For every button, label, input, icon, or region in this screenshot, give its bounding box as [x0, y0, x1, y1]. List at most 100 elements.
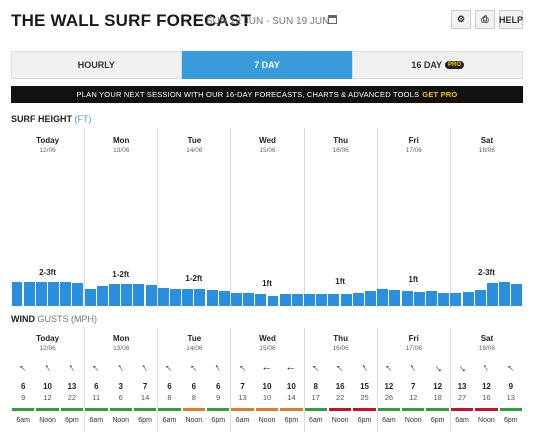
wind-day-column: Wed 15/06	[230, 328, 303, 432]
wind-arrow-icon: ↑	[284, 365, 297, 372]
tab-hourly[interactable]: HOURLY	[11, 51, 182, 79]
day-name: Wed	[259, 334, 276, 343]
day-date: 15/06	[259, 147, 276, 154]
wind-speed: 7	[142, 382, 148, 391]
surf-bar	[72, 282, 84, 306]
wind-speed: 12	[384, 382, 394, 391]
time-label: Noon	[112, 417, 130, 424]
wind-speed: 9	[508, 382, 514, 391]
wind-rating-bar	[231, 408, 254, 411]
wind-speed: 15	[360, 382, 369, 391]
time-label: Noon	[331, 417, 349, 424]
surf-day-column: Sat 18/06	[449, 128, 523, 308]
settings-button[interactable]: ⚙	[451, 10, 471, 29]
day-name: Mon	[112, 136, 130, 145]
surf-bar	[462, 292, 474, 306]
time-label: Noon	[39, 417, 56, 424]
wind-rating-bar	[12, 408, 35, 411]
wind-day-column: Fri 17/06	[376, 328, 450, 432]
wind-gust: 17	[311, 393, 320, 402]
wind-rating-bar	[36, 408, 59, 411]
day-date: 16/06	[332, 147, 349, 154]
print-button[interactable]: ⎙	[475, 10, 495, 29]
wind-rating-bar	[109, 408, 132, 411]
day-name: Fri	[408, 334, 419, 343]
wind-arrow-icon: ↑	[260, 365, 273, 372]
time-label: 6am	[16, 417, 30, 424]
wind-speed: 12	[481, 382, 491, 391]
day-date: 12/06	[39, 345, 56, 352]
wind-gust: 8	[167, 393, 172, 402]
wind-rating-bar	[475, 408, 498, 411]
surf-bar	[316, 294, 328, 306]
wave-height-label: 2-3ft	[477, 267, 495, 277]
wind-speed: 6	[191, 382, 197, 391]
get-pro-link[interactable]: GET PRO	[422, 90, 458, 99]
day-date: 12/06	[39, 147, 56, 154]
wind-rating-bar	[182, 408, 206, 411]
time-label: 6am	[89, 417, 104, 424]
surf-day-column: Today 12/06	[11, 128, 84, 308]
wind-title: WIND	[11, 314, 35, 324]
surf-bar	[474, 290, 486, 306]
time-label: 6pm	[357, 417, 372, 424]
surf-height-title: SURF HEIGHT	[11, 114, 73, 124]
banner-text: PLAN YOUR NEXT SESSION WITH OUR 16-DAY F…	[76, 90, 420, 99]
surf-day-column: Thu 16/06	[303, 128, 377, 308]
wind-speed: 6	[94, 382, 99, 391]
time-label: Noon	[478, 417, 495, 424]
surf-bar	[194, 289, 206, 306]
date-range: SUN 12 JUN - SUN 19 JUN	[206, 16, 330, 27]
surf-bar	[340, 294, 352, 306]
wind-gust: 10	[262, 393, 272, 402]
wind-rating-bar	[60, 408, 84, 411]
wind-rating-bar	[207, 408, 230, 411]
pro-banner[interactable]: PLAN YOUR NEXT SESSION WITH OUR 16-DAY F…	[11, 86, 523, 103]
surf-bar	[401, 291, 413, 306]
wind-rating-bar	[450, 408, 474, 411]
wave-height-label: 2-3ft	[39, 267, 56, 277]
wind-gust: 9	[216, 393, 221, 402]
wind-gust: 12	[409, 393, 418, 402]
time-label: 6pm	[138, 417, 152, 424]
day-date: 15/06	[259, 345, 276, 352]
surf-bar	[511, 283, 523, 306]
time-label: 6am	[308, 417, 323, 424]
wind-rating-bar	[328, 408, 352, 411]
wind-rating-bar	[158, 408, 181, 411]
wind-speed: 13	[457, 382, 467, 391]
surf-bar	[35, 281, 47, 306]
tab-hourly-label: HOURLY	[77, 60, 115, 70]
surf-bar	[182, 289, 194, 306]
surf-bar	[230, 293, 242, 306]
surf-height-label: SURF HEIGHT (FT)	[11, 114, 92, 124]
day-name: Sat	[480, 334, 494, 343]
tab-7-day[interactable]: 7 DAY	[181, 51, 353, 79]
tab-16-day[interactable]: 16 DAY PRO	[352, 51, 524, 79]
wind-gust: 27	[457, 393, 467, 402]
pro-badge: PRO	[445, 61, 465, 69]
wind-speed: 10	[43, 382, 53, 391]
printer-icon: ⎙	[481, 14, 489, 24]
wind-day-column: Tue 14/06	[157, 328, 230, 432]
wind-gust: 6	[118, 393, 123, 402]
day-name: Tue	[187, 334, 202, 343]
wind-day-column: Today 12/06	[11, 328, 84, 432]
day-date: 14/06	[186, 345, 203, 352]
tab-7-day-label: 7 DAY	[254, 60, 280, 70]
wind-speed: 7	[411, 382, 416, 391]
surf-day-column: Mon 13/06	[84, 128, 157, 308]
time-label: 6pm	[503, 417, 518, 424]
surf-height-unit: (FT)	[74, 114, 92, 124]
time-label: Noon	[404, 417, 422, 424]
surf-bar	[425, 291, 437, 306]
wind-speed: 13	[67, 382, 77, 391]
wind-gust: 22	[335, 393, 345, 402]
day-name: Fri	[408, 136, 419, 145]
wave-height-label: 1ft	[408, 275, 419, 285]
wind-day-column: Mon 13/06	[84, 328, 157, 432]
day-date: 14/06	[186, 147, 203, 154]
help-button[interactable]: HELP	[499, 10, 523, 29]
wind-day-column: Sat 18/06	[449, 328, 523, 432]
calendar-icon[interactable]	[328, 15, 337, 24]
